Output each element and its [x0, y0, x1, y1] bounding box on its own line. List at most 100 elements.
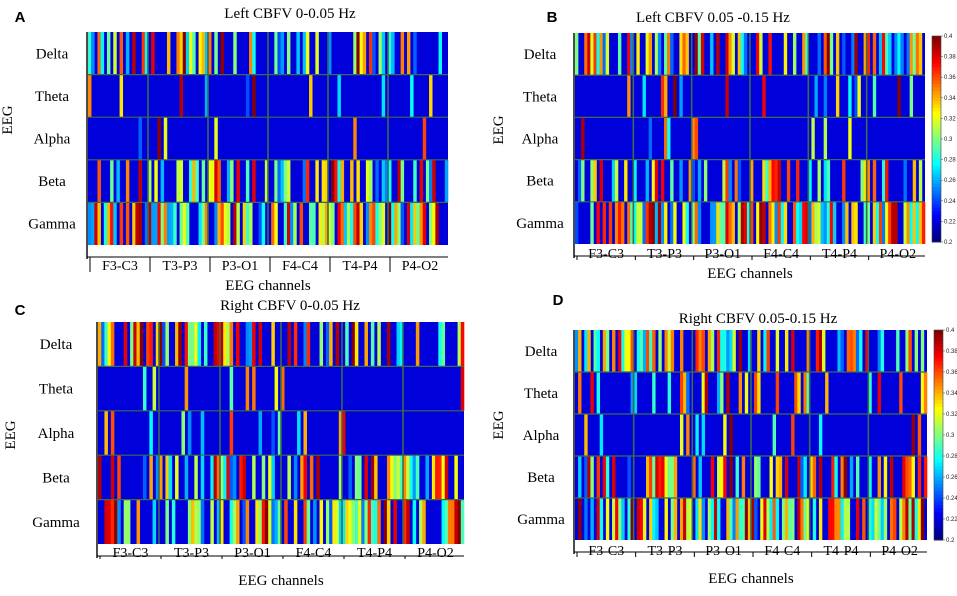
heatmap-cell	[642, 498, 647, 540]
heatmap-cell	[159, 322, 163, 367]
colorbar-tick-label: 0.32	[946, 412, 957, 418]
heatmap-cell	[460, 366, 465, 411]
heatmap-cell	[185, 202, 190, 245]
colorbar-swatch	[932, 173, 941, 178]
heatmap-cell	[762, 201, 766, 244]
heatmap-cell	[621, 498, 625, 540]
heatmap-cell	[126, 499, 131, 544]
colorbar-tick-label: 0.34	[946, 391, 957, 397]
heatmap-cell	[700, 33, 705, 76]
heatmap-cell	[842, 33, 846, 76]
x-axis-label: EEG channels	[707, 266, 793, 282]
heatmap-cell	[406, 202, 411, 245]
heatmap-cell	[652, 372, 656, 414]
colorbar-swatch	[934, 473, 943, 478]
heatmap-cell	[139, 322, 144, 367]
channel-group-label: P3-O1	[705, 544, 742, 559]
heatmap-cell	[744, 498, 749, 540]
heatmap-cell	[245, 499, 250, 544]
heatmap-cell	[642, 201, 646, 244]
heatmap-cell	[602, 201, 606, 244]
channel-group-label: P3-O1	[222, 259, 259, 274]
colorbar-swatch	[932, 63, 941, 68]
heatmap-cell	[375, 202, 379, 245]
colorbar-swatch	[932, 135, 941, 140]
heatmap-cell	[117, 499, 121, 544]
heatmap-cell	[233, 32, 237, 75]
heatmap-cell	[822, 330, 826, 372]
heatmap-cell	[732, 330, 736, 372]
heatmap-cell	[163, 117, 168, 160]
heatmap-cell	[181, 410, 185, 456]
row-label: Theta	[523, 89, 557, 105]
heatmap-cell	[261, 202, 266, 245]
heatmap-cell	[698, 330, 702, 372]
heatmap-cell	[729, 456, 733, 498]
colorbar-swatch	[932, 149, 941, 154]
heatmap-cell	[883, 456, 888, 498]
heatmap-cell	[723, 414, 727, 456]
colorbar-swatch	[932, 108, 941, 113]
heatmap-cell	[658, 330, 662, 372]
heatmap-cell	[406, 499, 410, 544]
colorbar-tick-label: 0.36	[946, 370, 957, 376]
panel-letter: A	[15, 9, 26, 26]
heatmap-cell	[324, 159, 329, 203]
heatmap-cell	[578, 498, 582, 540]
heatmap-cell	[914, 330, 919, 372]
heatmap-cell	[578, 330, 582, 372]
heatmap-cell	[252, 32, 256, 75]
heatmap-cell	[141, 32, 146, 75]
heatmap-cell	[808, 201, 812, 244]
heatmap-cell	[596, 372, 600, 414]
heatmap-cell	[763, 498, 767, 540]
heatmap-cell	[905, 456, 909, 498]
heatmap-cell	[358, 499, 362, 544]
heatmap-cell	[726, 330, 730, 372]
heatmap-cell	[590, 498, 594, 540]
heatmap-cell	[842, 201, 846, 244]
heatmap-cell	[728, 33, 732, 76]
colorbar-swatch	[932, 104, 941, 109]
heatmap-cell	[381, 202, 386, 245]
heatmap-cell	[655, 456, 659, 498]
heatmap-cell	[365, 159, 370, 203]
colorbar-swatch	[932, 70, 941, 75]
heatmap-cell	[701, 498, 705, 540]
heatmap-cell	[203, 322, 208, 367]
heatmap-cell	[826, 201, 831, 244]
heatmap-cell	[885, 201, 889, 244]
heatmap-cell	[578, 456, 582, 498]
heatmap-cell	[223, 202, 228, 245]
heatmap-cell	[738, 498, 743, 540]
heatmap-cell	[599, 414, 604, 456]
heatmap-cell	[614, 201, 619, 244]
heatmap-cell	[277, 410, 282, 456]
heatmap-cell	[694, 201, 699, 244]
heatmap-cell	[835, 33, 840, 76]
heatmap-cell	[670, 201, 674, 244]
heatmap-cell	[384, 159, 389, 203]
heatmap-cell	[695, 414, 699, 456]
colorbar-tick-label: 0.26	[946, 475, 957, 481]
heatmap-cell	[370, 499, 375, 544]
heatmap-cell	[119, 74, 124, 118]
heatmap-cell	[223, 455, 227, 500]
heatmap-cell	[318, 202, 322, 245]
row-label: Alpha	[34, 132, 71, 148]
heatmap-cell	[803, 498, 807, 540]
heatmap-cell	[107, 322, 112, 367]
heatmap-cell	[281, 366, 285, 411]
colorbar-tick-label: 0.28	[944, 158, 956, 164]
heatmap-cell	[204, 32, 209, 75]
heatmap-cell	[584, 456, 588, 498]
heatmap-cell	[232, 455, 237, 500]
channel-group-label: F3-C3	[588, 544, 624, 559]
colorbar-swatch	[932, 145, 941, 150]
heatmap-cell	[394, 202, 398, 245]
heatmap-cell	[909, 201, 914, 244]
heatmap-cell	[868, 456, 872, 498]
heatmap-cell	[717, 330, 721, 372]
heatmap-cell	[849, 456, 854, 498]
heatmap-cell	[652, 330, 656, 372]
